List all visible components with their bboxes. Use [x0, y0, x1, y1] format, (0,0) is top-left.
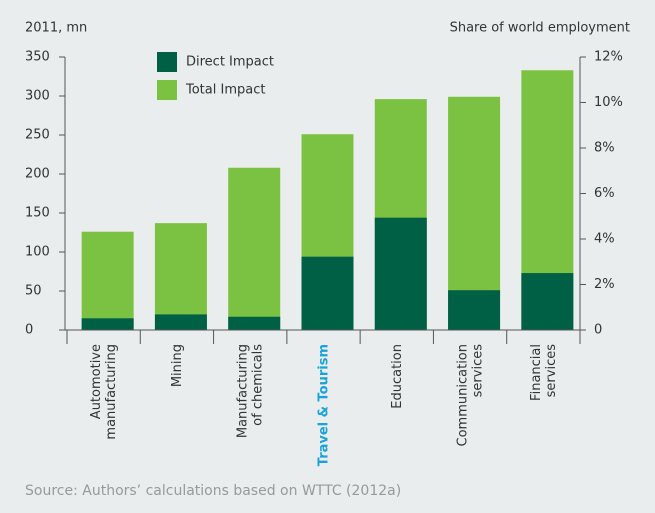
bar — [81, 231, 134, 330]
legend-swatch — [157, 80, 177, 100]
bar — [81, 318, 134, 330]
y-tick-label: 300 — [25, 89, 50, 104]
y-tick-label: 100 — [25, 245, 50, 260]
legend-label: Total Impact — [185, 83, 265, 98]
bar — [228, 316, 281, 330]
bar — [521, 273, 574, 330]
legend-swatch — [157, 52, 177, 72]
x-tick-label: Travel & Tourism — [316, 344, 331, 466]
y2-tick-label: 2% — [594, 277, 615, 292]
y-tick-label: 350 — [25, 50, 50, 65]
x-tick-label: Education — [389, 344, 404, 409]
y2-tick-label: 12% — [594, 50, 623, 65]
y-tick-label: 0 — [25, 323, 33, 338]
y-tick-label: 150 — [25, 206, 50, 221]
y-tick-label: 250 — [25, 128, 50, 143]
bar — [228, 167, 281, 330]
bar — [301, 256, 354, 330]
bar — [154, 223, 207, 330]
x-tick-label: Financialservices — [528, 344, 558, 401]
y2-tick-label: 0 — [594, 323, 602, 338]
y2-tick-label: 10% — [594, 95, 623, 110]
bar — [374, 217, 427, 330]
x-tick-label: Automotivemanufacturing — [89, 344, 119, 440]
x-tick-label: Communicationservices — [455, 344, 485, 447]
y2-tick-label: 8% — [594, 141, 615, 156]
y-tick-label: 200 — [25, 167, 50, 182]
y2-tick-label: 6% — [594, 186, 615, 201]
x-tick-label: Mining — [169, 344, 184, 387]
y-tick-label: 50 — [25, 284, 42, 299]
y2-tick-label: 4% — [594, 232, 615, 247]
bar — [154, 314, 207, 330]
y-axis-label: 2011, mn — [25, 21, 87, 36]
bar — [448, 290, 501, 330]
legend-label: Direct Impact — [186, 55, 274, 70]
y2-axis-label: Share of world employment — [450, 21, 630, 36]
x-tick-label: Manufacturingof chemicals — [235, 344, 265, 438]
source: Source: Authors’ calculations based on W… — [25, 483, 401, 499]
